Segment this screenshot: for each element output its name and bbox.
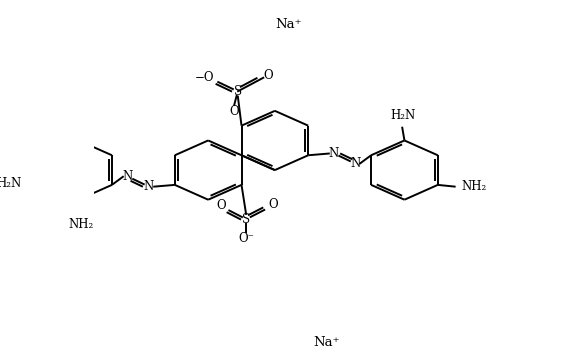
Text: O: O — [268, 198, 278, 211]
Text: O: O — [216, 199, 226, 212]
Text: NH₂: NH₂ — [461, 180, 486, 193]
Text: N: N — [350, 157, 360, 170]
Text: N: N — [329, 147, 339, 160]
Text: O: O — [229, 105, 239, 118]
Text: −O: −O — [195, 71, 215, 84]
Text: NH₂: NH₂ — [68, 218, 94, 232]
Text: N: N — [144, 180, 154, 193]
Text: S: S — [242, 213, 250, 226]
Text: Na⁺: Na⁺ — [313, 336, 340, 349]
Text: H₂N: H₂N — [0, 177, 22, 190]
Text: Na⁺: Na⁺ — [276, 18, 302, 31]
Text: O⁻: O⁻ — [238, 232, 254, 245]
Text: H₂N: H₂N — [390, 109, 415, 122]
Text: O: O — [263, 69, 273, 82]
Text: S: S — [234, 85, 242, 98]
Text: N: N — [123, 170, 133, 183]
